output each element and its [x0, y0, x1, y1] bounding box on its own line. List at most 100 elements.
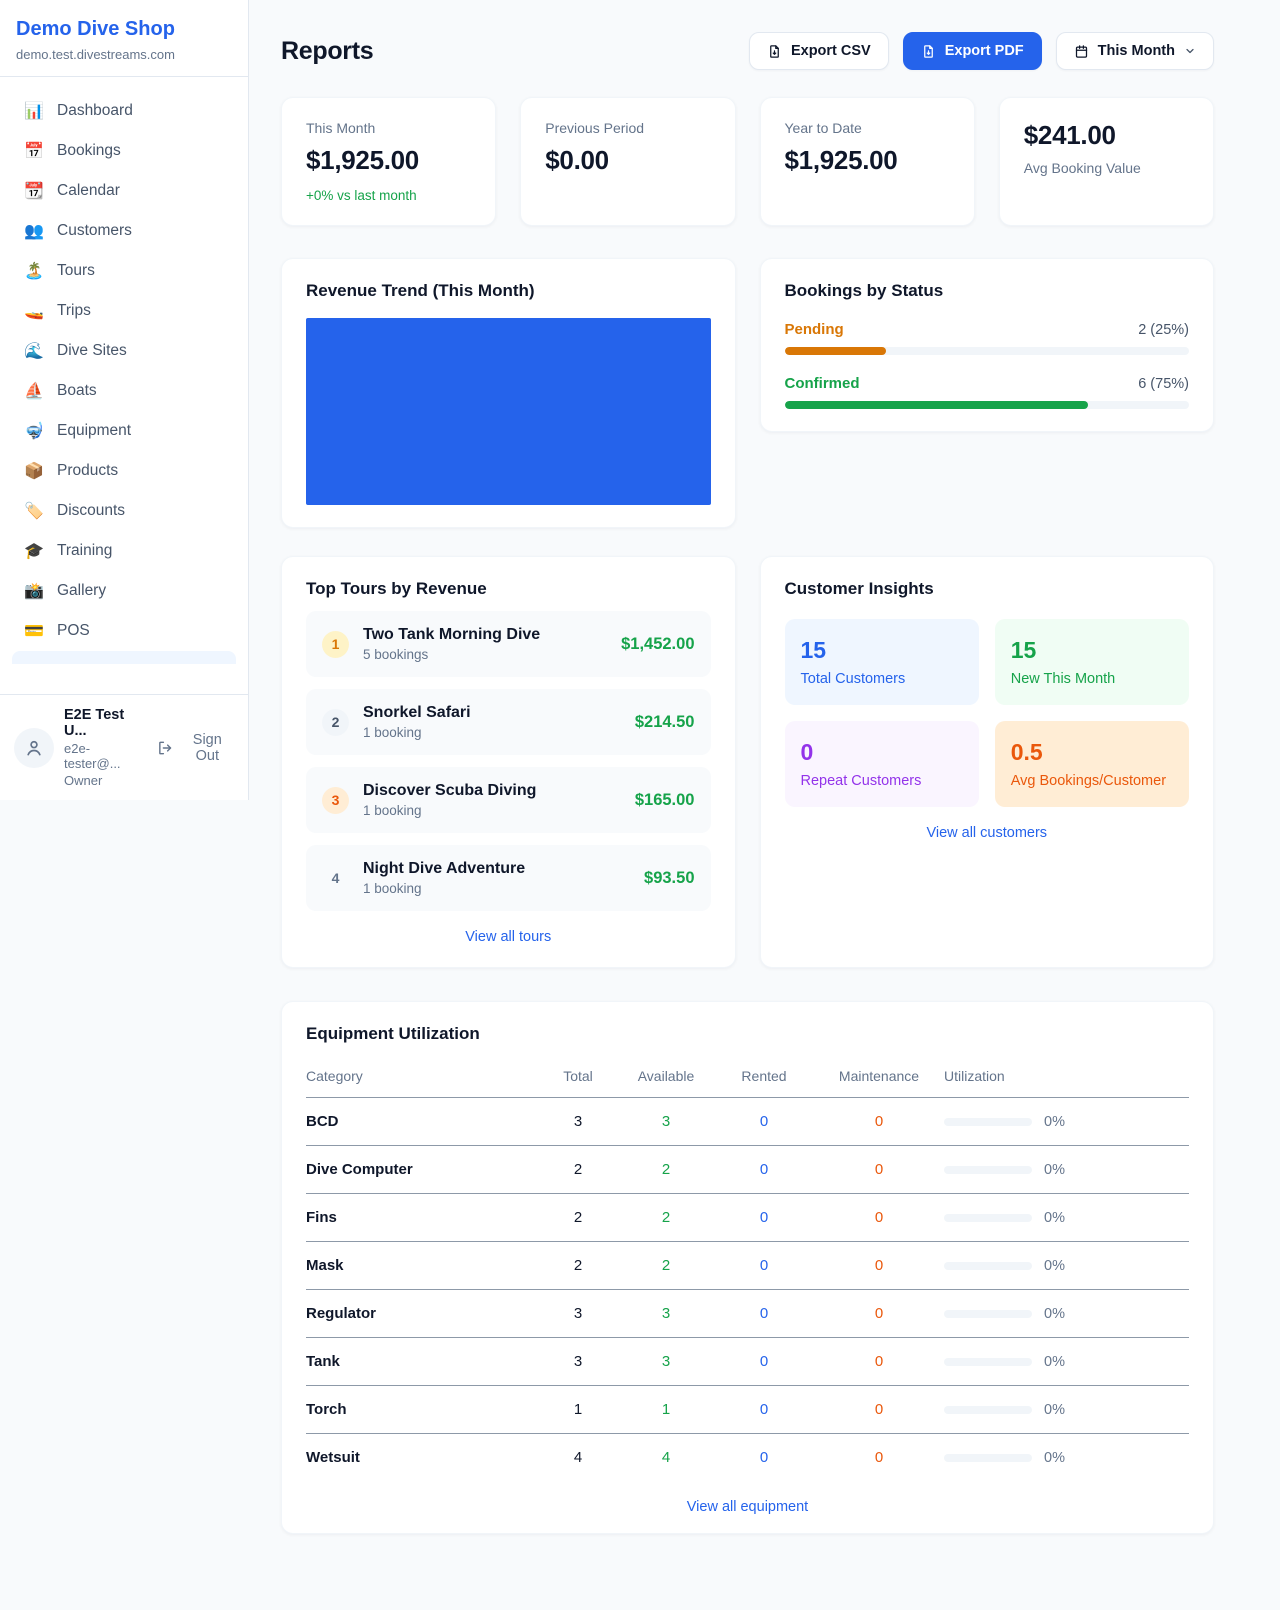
insight-value: 0.5	[1010, 739, 1043, 765]
tour-name: Night Dive Adventure	[363, 860, 526, 877]
sidebar-item-bookings[interactable]: 📅 Bookings	[12, 131, 236, 171]
sidebar-item-trips[interactable]: 🚤 Trips	[12, 291, 236, 331]
cell-available: 4	[661, 1449, 671, 1466]
sidebar-item-label: Customers	[57, 222, 132, 239]
main-content: Reports Export CSV Export PDF This Month…	[281, 32, 1214, 1534]
sidebar-item-label: Boats	[57, 382, 97, 399]
cell-utilization: 0%	[944, 1241, 1189, 1290]
sidebar-item-tours[interactable]: 🏝️ Tours	[12, 251, 236, 291]
cell-category: BCD	[306, 1097, 538, 1146]
sidebar-item-label: Discounts	[57, 502, 126, 519]
sidebar-item-customers[interactable]: 👥 Customers	[12, 211, 236, 251]
view-all-tours-link[interactable]: View all tours	[465, 929, 552, 945]
cell-utilization: 0%	[944, 1337, 1189, 1386]
cell-maintenance: 0	[814, 1337, 944, 1386]
sidebar-item-training[interactable]: 🎓 Training	[12, 531, 236, 571]
column-header-rented: Rented	[714, 1058, 814, 1098]
sidebar-item-boats[interactable]: ⛵ Boats	[12, 371, 236, 411]
stat-card-previous-period: Previous Period $0.00	[520, 97, 736, 226]
cell-total: 2	[538, 1241, 618, 1290]
sidebar-nav: 📊 Dashboard 📅 Bookings 📆 Calendar 👥 Cust…	[0, 77, 248, 694]
sidebar-item-discounts[interactable]: 🏷️ Discounts	[12, 491, 236, 531]
view-all-customers-link[interactable]: View all customers	[926, 825, 1048, 841]
insight-tile-repeat-customers: 0 Repeat Customers	[784, 721, 979, 807]
cell-available: 3	[618, 1289, 714, 1338]
customer-insights-title: Customer Insights	[784, 579, 934, 598]
cell-total: 3	[538, 1289, 618, 1338]
stat-card-avg-booking-value: $241.00 Avg Booking Value	[998, 97, 1214, 226]
progress-fill	[784, 401, 1088, 409]
cell-maintenance: 0	[874, 1449, 884, 1466]
utilization-track	[944, 1309, 1032, 1318]
rank-badge: 2	[322, 708, 349, 736]
utilization-text: 0%	[1044, 1209, 1065, 1226]
table-row: Torch 1 1 0 0 0%	[306, 1385, 1189, 1434]
sidebar-item-reports-partial[interactable]	[12, 651, 236, 664]
status-count: 6 (75%)	[1138, 376, 1189, 392]
sidebar-item-dive-sites[interactable]: 🌊 Dive Sites	[12, 331, 236, 371]
sidebar-item-equipment[interactable]: 🤿 Equipment	[12, 411, 236, 451]
stat-card-year-to-date: Year to Date $1,925.00	[759, 97, 975, 226]
stat-label: Previous Period	[545, 120, 645, 136]
table-row: Mask 2 2 0 0 0%	[306, 1241, 1189, 1290]
export-csv-button[interactable]: Export CSV	[748, 32, 889, 70]
user-panel: E2E Test U... e2e-tester@... Owner Sign …	[0, 694, 248, 800]
dashboard-icon: 📊	[24, 103, 44, 120]
utilization-track	[944, 1165, 1032, 1174]
insight-grid: 15 Total Customers 15 New This Month 0 R…	[784, 619, 1189, 807]
cell-category: Dive Computer	[306, 1145, 538, 1194]
utilization-text: 0%	[1044, 1401, 1065, 1418]
status-label: Pending	[784, 321, 844, 338]
stat-label: Year to Date	[784, 120, 862, 136]
insight-label: Avg Bookings/Customer	[1010, 773, 1167, 789]
table-row: Regulator 3 3 0 0 0%	[306, 1289, 1189, 1338]
cell-maintenance: 0	[814, 1241, 944, 1290]
page-title: Reports	[281, 36, 374, 65]
equipment-icon: 🤿	[24, 423, 44, 440]
sidebar-item-calendar[interactable]: 📆 Calendar	[12, 171, 236, 211]
shop-name: Demo Dive Shop	[16, 18, 175, 40]
sidebar-header: Demo Dive Shop demo.test.divestreams.com	[0, 0, 248, 77]
sidebar-item-label: Dive Sites	[57, 342, 127, 359]
sidebar-item-dashboard[interactable]: 📊 Dashboard	[12, 91, 236, 131]
export-pdf-label: Export PDF	[944, 43, 1024, 59]
cell-total: 1	[538, 1385, 618, 1434]
tour-bookings: 1 booking	[363, 725, 422, 740]
cell-rented: 0	[714, 1289, 814, 1338]
period-select[interactable]: This Month	[1055, 32, 1214, 70]
sidebar-item-pos[interactable]: 💳 POS	[12, 611, 236, 651]
stat-card-this-month: This Month $1,925.00 +0% vs last month	[281, 97, 497, 226]
status-row-confirmed: Confirmed 6 (75%)	[784, 375, 1189, 409]
tour-row: 1 Two Tank Morning Dive 5 bookings $1,45…	[306, 611, 711, 677]
cell-rented: 0	[714, 1337, 814, 1386]
calendar-icon: 📆	[24, 183, 44, 200]
cell-available: 2	[618, 1241, 714, 1290]
sign-out-button[interactable]: Sign Out	[157, 732, 234, 764]
calendar-icon	[1075, 44, 1087, 58]
cell-rented: 0	[714, 1385, 814, 1434]
tour-bookings: 1 booking	[363, 881, 422, 896]
sign-out-label: Sign Out	[192, 731, 222, 764]
column-header-available: Available	[618, 1058, 714, 1098]
cell-total: 2	[538, 1145, 618, 1194]
logout-icon	[158, 741, 171, 754]
view-all-equipment-link[interactable]: View all equipment	[686, 1499, 809, 1515]
tour-bookings: 1 booking	[363, 803, 422, 818]
discounts-icon: 🏷️	[24, 503, 44, 520]
stat-value: $0.00	[545, 145, 609, 175]
utilization-text: 0%	[1044, 1449, 1065, 1466]
insight-label: Total Customers	[800, 671, 906, 687]
cell-utilization: 0%	[944, 1385, 1189, 1434]
cell-utilization: 0%	[944, 1434, 1189, 1482]
utilization-track	[944, 1453, 1032, 1462]
export-pdf-button[interactable]: Export PDF	[902, 32, 1042, 70]
cell-category: Mask	[306, 1241, 538, 1290]
utilization-track	[944, 1357, 1032, 1366]
insight-tile-avg-bookings: 0.5 Avg Bookings/Customer	[994, 721, 1189, 807]
cell-rented: 0	[714, 1097, 814, 1146]
sidebar-item-products[interactable]: 📦 Products	[12, 451, 236, 491]
insights-row: Top Tours by Revenue 1 Two Tank Morning …	[281, 556, 1214, 968]
insight-value: 15	[1010, 637, 1037, 663]
sidebar-item-gallery[interactable]: 📸 Gallery	[12, 571, 236, 611]
person-icon	[27, 740, 41, 755]
